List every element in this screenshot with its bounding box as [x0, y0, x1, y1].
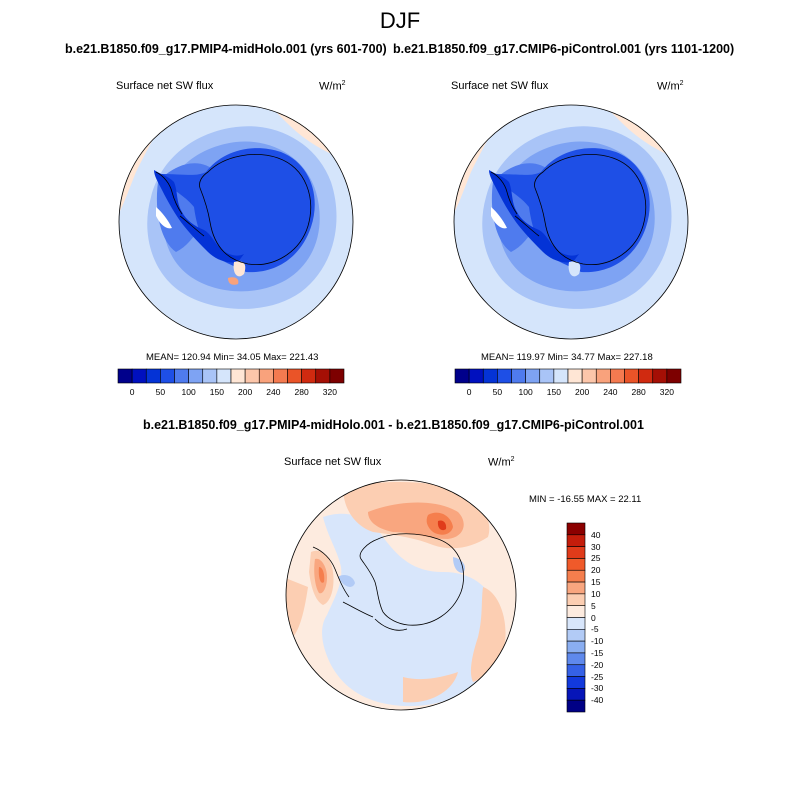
diff-stats: MIN = -16.55 MAX = 22.11 — [529, 494, 642, 505]
colorbar-tick-label: -30 — [591, 683, 604, 694]
colorbar-tick-label: 320 — [659, 387, 674, 397]
colorbar-swatch — [567, 368, 583, 384]
colorbar-swatch — [174, 368, 189, 384]
panel-b-stats: MEAN= 119.97 Min= 34.77 Max= 227.18 — [481, 352, 653, 363]
colorbar-swatch — [566, 688, 586, 701]
colorbar-tick-label: 25 — [591, 553, 601, 564]
colorbar-tick-label: -10 — [591, 636, 604, 647]
panel-b-title: b.e21.B1850.f09_g17.CMIP6-piControl.001 … — [393, 42, 735, 56]
colorbar-swatch — [482, 368, 498, 384]
panel-a-units-label: W/m2 — [319, 80, 346, 93]
panel-a-variable-label: Surface net SW flux — [116, 80, 214, 92]
colorbar-swatch — [131, 368, 147, 384]
colorbar-tick-label: 40 — [591, 529, 601, 540]
colorbar-swatch — [566, 534, 586, 547]
colorbar-swatch — [566, 558, 586, 571]
diff-colorbar — [566, 522, 586, 713]
colorbar-swatch — [566, 522, 586, 536]
colorbar-tick-label: 20 — [591, 565, 601, 576]
colorbar-tick-label: 0 — [466, 387, 472, 397]
panel-a-title: b.e21.B1850.f09_g17.PMIP4-midHolo.001 (y… — [65, 42, 387, 56]
colorbar-swatch — [566, 581, 586, 595]
colorbar-swatch — [315, 368, 331, 384]
colorbar-swatch — [566, 640, 586, 654]
colorbar-swatch — [145, 368, 161, 384]
colorbar-swatch — [553, 368, 569, 384]
colorbar-swatch — [244, 368, 260, 384]
colorbar-tick-label: 50 — [492, 387, 503, 397]
colorbar-swatch — [566, 605, 586, 618]
colorbar-tick-label: 200 — [238, 387, 253, 397]
colorbar-swatch — [566, 629, 586, 642]
diff-variable-label: Surface net SW flux — [284, 456, 382, 468]
colorbar-swatch — [258, 368, 274, 384]
colorbar-tick-label: -15 — [591, 647, 604, 658]
colorbar-tick-label: -25 — [591, 671, 604, 682]
colorbar-swatch — [610, 368, 625, 384]
map-diff — [285, 479, 517, 711]
panel-b-variable-label: Surface net SW flux — [451, 80, 549, 92]
panel-b-colorbar — [454, 368, 682, 384]
colorbar-tick-label: 150 — [209, 387, 224, 397]
panel-b-units-label: W/m2 — [657, 80, 684, 93]
colorbar-swatch — [202, 368, 218, 384]
panel-a-colorbar — [117, 368, 345, 384]
colorbar-swatch — [497, 368, 512, 384]
colorbar-swatch — [595, 368, 611, 384]
colorbar-tick-label: 150 — [546, 387, 561, 397]
colorbar-swatch — [566, 617, 586, 630]
colorbar-swatch — [511, 368, 526, 384]
diff-title: b.e21.B1850.f09_g17.PMIP4-midHolo.001 - … — [143, 418, 644, 432]
colorbar-swatch — [652, 368, 668, 384]
colorbar-swatch — [287, 368, 302, 384]
colorbar-swatch — [566, 664, 586, 677]
colorbar-tick-label: 30 — [591, 541, 601, 552]
colorbar-swatch — [566, 676, 586, 689]
panel-a-stats: MEAN= 120.94 Min= 34.05 Max= 221.43 — [146, 352, 319, 363]
map-panel-a — [118, 104, 354, 340]
figure-title: DJF — [379, 8, 421, 33]
colorbar-swatch — [566, 546, 586, 559]
colorbar-swatch — [566, 652, 586, 666]
colorbar-swatch — [638, 368, 654, 384]
colorbar-swatch — [566, 699, 586, 713]
colorbar-tick-label: 10 — [591, 588, 601, 599]
diff-units-label: W/m2 — [488, 456, 515, 469]
colorbar-swatch — [230, 368, 246, 384]
colorbar-swatch — [117, 368, 133, 384]
colorbar-tick-label: 280 — [294, 387, 309, 397]
colorbar-swatch — [216, 368, 232, 384]
colorbar-tick-label: 240 — [603, 387, 618, 397]
colorbar-swatch — [581, 368, 597, 384]
colorbar-tick-label: -40 — [591, 695, 604, 706]
colorbar-swatch — [624, 368, 639, 384]
colorbar-tick-label: 100 — [181, 387, 196, 397]
colorbar-swatch — [273, 368, 288, 384]
colorbar-tick-label: 0 — [129, 387, 135, 397]
colorbar-tick-label: 280 — [631, 387, 646, 397]
colorbar-swatch — [301, 368, 317, 384]
colorbar-tick-label: 200 — [575, 387, 590, 397]
colorbar-swatch — [188, 368, 204, 384]
colorbar-tick-label: 240 — [266, 387, 281, 397]
colorbar-tick-label: 320 — [322, 387, 337, 397]
colorbar-tick-label: 0 — [591, 612, 596, 623]
colorbar-swatch — [666, 368, 682, 384]
colorbar-tick-label: -20 — [591, 659, 604, 670]
colorbar-swatch — [566, 593, 586, 606]
colorbar-tick-label: 5 — [591, 600, 596, 611]
colorbar-tick-label: -5 — [591, 624, 599, 635]
colorbar-swatch — [539, 368, 555, 384]
colorbar-swatch — [329, 368, 345, 384]
colorbar-swatch — [566, 569, 586, 583]
colorbar-swatch — [454, 368, 470, 384]
colorbar-tick-label: 100 — [518, 387, 533, 397]
colorbar-tick-label: 15 — [591, 577, 601, 588]
colorbar-swatch — [160, 368, 175, 384]
map-panel-b — [453, 104, 689, 340]
colorbar-swatch — [468, 368, 484, 384]
colorbar-swatch — [525, 368, 541, 384]
colorbar-tick-label: 50 — [155, 387, 166, 397]
